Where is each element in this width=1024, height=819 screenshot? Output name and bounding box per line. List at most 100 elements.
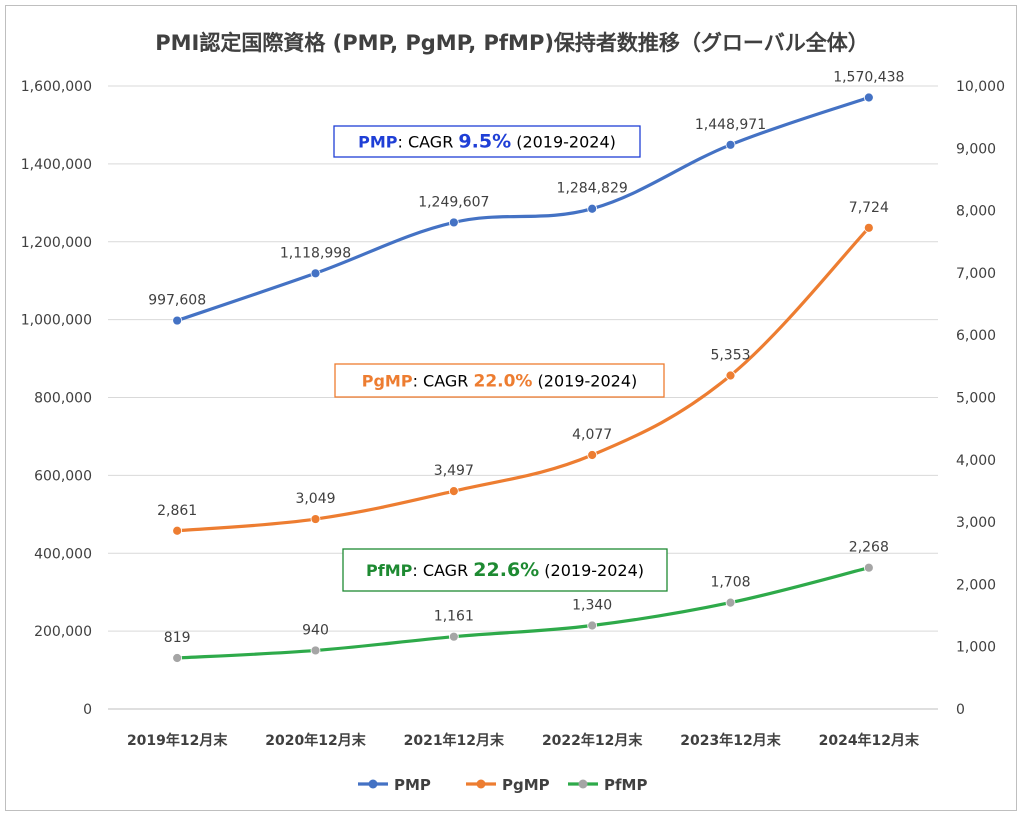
pmp-point bbox=[448, 217, 459, 228]
pfmp-data-label: 2,268 bbox=[849, 540, 889, 556]
annotation-series-name: PfMP bbox=[366, 561, 413, 580]
annotation-text: PgMP: CAGR 22.0% (2019-2024) bbox=[362, 372, 638, 392]
pgmp-data-label: 2,861 bbox=[157, 503, 197, 519]
x-tick-label: 2022年12月末 bbox=[542, 732, 643, 749]
right-tick-label: 5,000 bbox=[956, 391, 996, 407]
pgmp-point bbox=[725, 370, 736, 381]
pmp-point bbox=[172, 315, 183, 326]
pmp-data-label: 1,118,998 bbox=[280, 245, 351, 261]
pmp-cagr-annotation: PMP: CAGR 9.5% (2019-2024) bbox=[333, 125, 641, 158]
pfmp-point bbox=[587, 620, 598, 631]
pmp-legend-item: PMP bbox=[358, 776, 431, 794]
left-tick-label: 1,600,000 bbox=[21, 79, 92, 95]
series-layer: 997,608 1,118,998 1,249,607 1,284,829 1,448,… bbox=[148, 70, 904, 663]
right-tick-label: 1,000 bbox=[956, 640, 996, 656]
annotation-cagr-label: : CAGR bbox=[412, 561, 473, 580]
pgmp-data-label: 3,497 bbox=[434, 463, 474, 479]
pfmp-data-label: 819 bbox=[164, 630, 191, 646]
pgmp-data-label: 7,724 bbox=[849, 200, 889, 216]
chart-title: PMI認定国際資格 (PMP, PgMP, PfMP)保持者数推移（グローバル全… bbox=[155, 31, 868, 55]
annotation-cagr-value: 22.6% bbox=[473, 559, 539, 581]
pgmp-point bbox=[587, 450, 598, 460]
pfmp-point bbox=[172, 653, 183, 663]
annotation-text: PMP: CAGR 9.5% (2019-2024) bbox=[358, 131, 616, 153]
left-tick-label: 800,000 bbox=[34, 391, 92, 407]
pfmp-data-label: 1,161 bbox=[434, 609, 474, 625]
pmp-point bbox=[863, 92, 874, 103]
left-tick-label: 600,000 bbox=[34, 468, 92, 484]
left-tick-label: 1,200,000 bbox=[21, 235, 92, 251]
annotation-series-name: PgMP bbox=[362, 372, 413, 391]
pgmp-cagr-annotation: PgMP: CAGR 22.0% (2019-2024) bbox=[334, 363, 665, 398]
legend-swatch-marker bbox=[368, 779, 378, 789]
right-tick-label: 8,000 bbox=[956, 204, 996, 220]
pmp-data-label: 1,570,438 bbox=[833, 70, 904, 86]
annotation-cagr-value: 9.5% bbox=[458, 131, 511, 153]
right-tick-label: 10,000 bbox=[956, 79, 1005, 95]
legend-label: PMP bbox=[394, 776, 431, 794]
pgmp-data-label: 4,077 bbox=[572, 427, 612, 443]
x-axis: 2019年12月末 2020年12月末 2021年12月末 2022年12月末 2023… bbox=[127, 732, 920, 749]
annotation-box bbox=[342, 548, 668, 592]
pfmp-point bbox=[863, 562, 874, 573]
pmp-data-label: 1,284,829 bbox=[557, 181, 628, 197]
x-tick-label: 2023年12月末 bbox=[680, 732, 781, 749]
left-tick-label: 1,400,000 bbox=[21, 157, 92, 173]
annotation-cagr-label: : CAGR bbox=[413, 372, 474, 391]
pgmp-point bbox=[310, 514, 321, 524]
pfmp-line bbox=[175, 566, 871, 660]
pgmp-legend-item: PgMP bbox=[466, 776, 550, 794]
pfmp-legend-item: PfMP bbox=[568, 776, 647, 794]
x-tick-label: 2024年12月末 bbox=[819, 732, 920, 749]
legend-swatch-marker bbox=[578, 779, 588, 789]
x-tick-label: 2020年12月末 bbox=[265, 732, 366, 749]
left-tick-label: 400,000 bbox=[34, 546, 92, 562]
left-tick-label: 1,000,000 bbox=[21, 313, 92, 329]
right-tick-label: 0 bbox=[956, 702, 965, 718]
pgmp-point bbox=[448, 486, 459, 497]
pfmp-data-label: 940 bbox=[302, 622, 329, 638]
pfmp-cagr-annotation: PfMP: CAGR 22.6% (2019-2024) bbox=[342, 548, 668, 592]
legend-label: PgMP bbox=[502, 776, 550, 794]
pfmp-data-label: 1,340 bbox=[572, 598, 612, 614]
left-tick-label: 0 bbox=[83, 702, 92, 718]
right-tick-label: 3,000 bbox=[956, 515, 996, 531]
pfmp-point bbox=[725, 597, 736, 608]
right-tick-label: 4,000 bbox=[956, 453, 996, 469]
pmp-point bbox=[725, 139, 736, 150]
annotation-cagr-label: : CAGR bbox=[397, 133, 458, 152]
legend-label: PfMP bbox=[604, 776, 647, 794]
pmp-data-label: 997,608 bbox=[148, 293, 206, 309]
left-axis: 0 200,000 400,000 600,000 800,000 1,000,000 1,… bbox=[21, 79, 92, 718]
annotation-text: PfMP: CAGR 22.6% (2019-2024) bbox=[366, 559, 644, 581]
pfmp-point bbox=[310, 645, 321, 656]
pfmp-data-label: 1,708 bbox=[710, 575, 750, 591]
annotation-period: (2019-2024) bbox=[532, 372, 637, 391]
x-tick-label: 2019年12月末 bbox=[127, 732, 228, 749]
annotation-box bbox=[333, 125, 641, 158]
right-tick-label: 6,000 bbox=[956, 328, 996, 344]
annotation-layer: PMP: CAGR 9.5% (2019-2024)PgMP: CAGR 22.… bbox=[333, 125, 668, 592]
gridlines bbox=[108, 85, 938, 710]
x-tick-label: 2021年12月末 bbox=[404, 732, 505, 749]
legend: PMP PgMP PfMP bbox=[358, 776, 647, 794]
pfmp-point bbox=[448, 631, 459, 642]
annotation-period: (2019-2024) bbox=[539, 561, 644, 580]
annotation-cagr-value: 22.0% bbox=[473, 372, 532, 392]
pgmp-point bbox=[172, 525, 183, 536]
left-tick-label: 200,000 bbox=[34, 624, 92, 640]
pmp-point bbox=[310, 268, 321, 279]
right-tick-label: 2,000 bbox=[956, 577, 996, 593]
pgmp-data-label: 5,353 bbox=[710, 348, 750, 364]
pgmp-point bbox=[863, 222, 874, 233]
annotation-box bbox=[334, 363, 665, 398]
right-tick-label: 9,000 bbox=[956, 141, 996, 157]
pmp-line bbox=[175, 95, 871, 323]
legend-swatch-marker bbox=[476, 779, 486, 789]
pmp-point bbox=[587, 203, 598, 214]
annotation-series-name: PMP bbox=[358, 133, 398, 152]
right-tick-label: 7,000 bbox=[956, 266, 996, 282]
right-axis: 0 1,000 2,000 3,000 4,000 5,000 6,000 7,000 8,00… bbox=[956, 79, 1005, 718]
pmp-data-label: 1,448,971 bbox=[695, 117, 766, 133]
